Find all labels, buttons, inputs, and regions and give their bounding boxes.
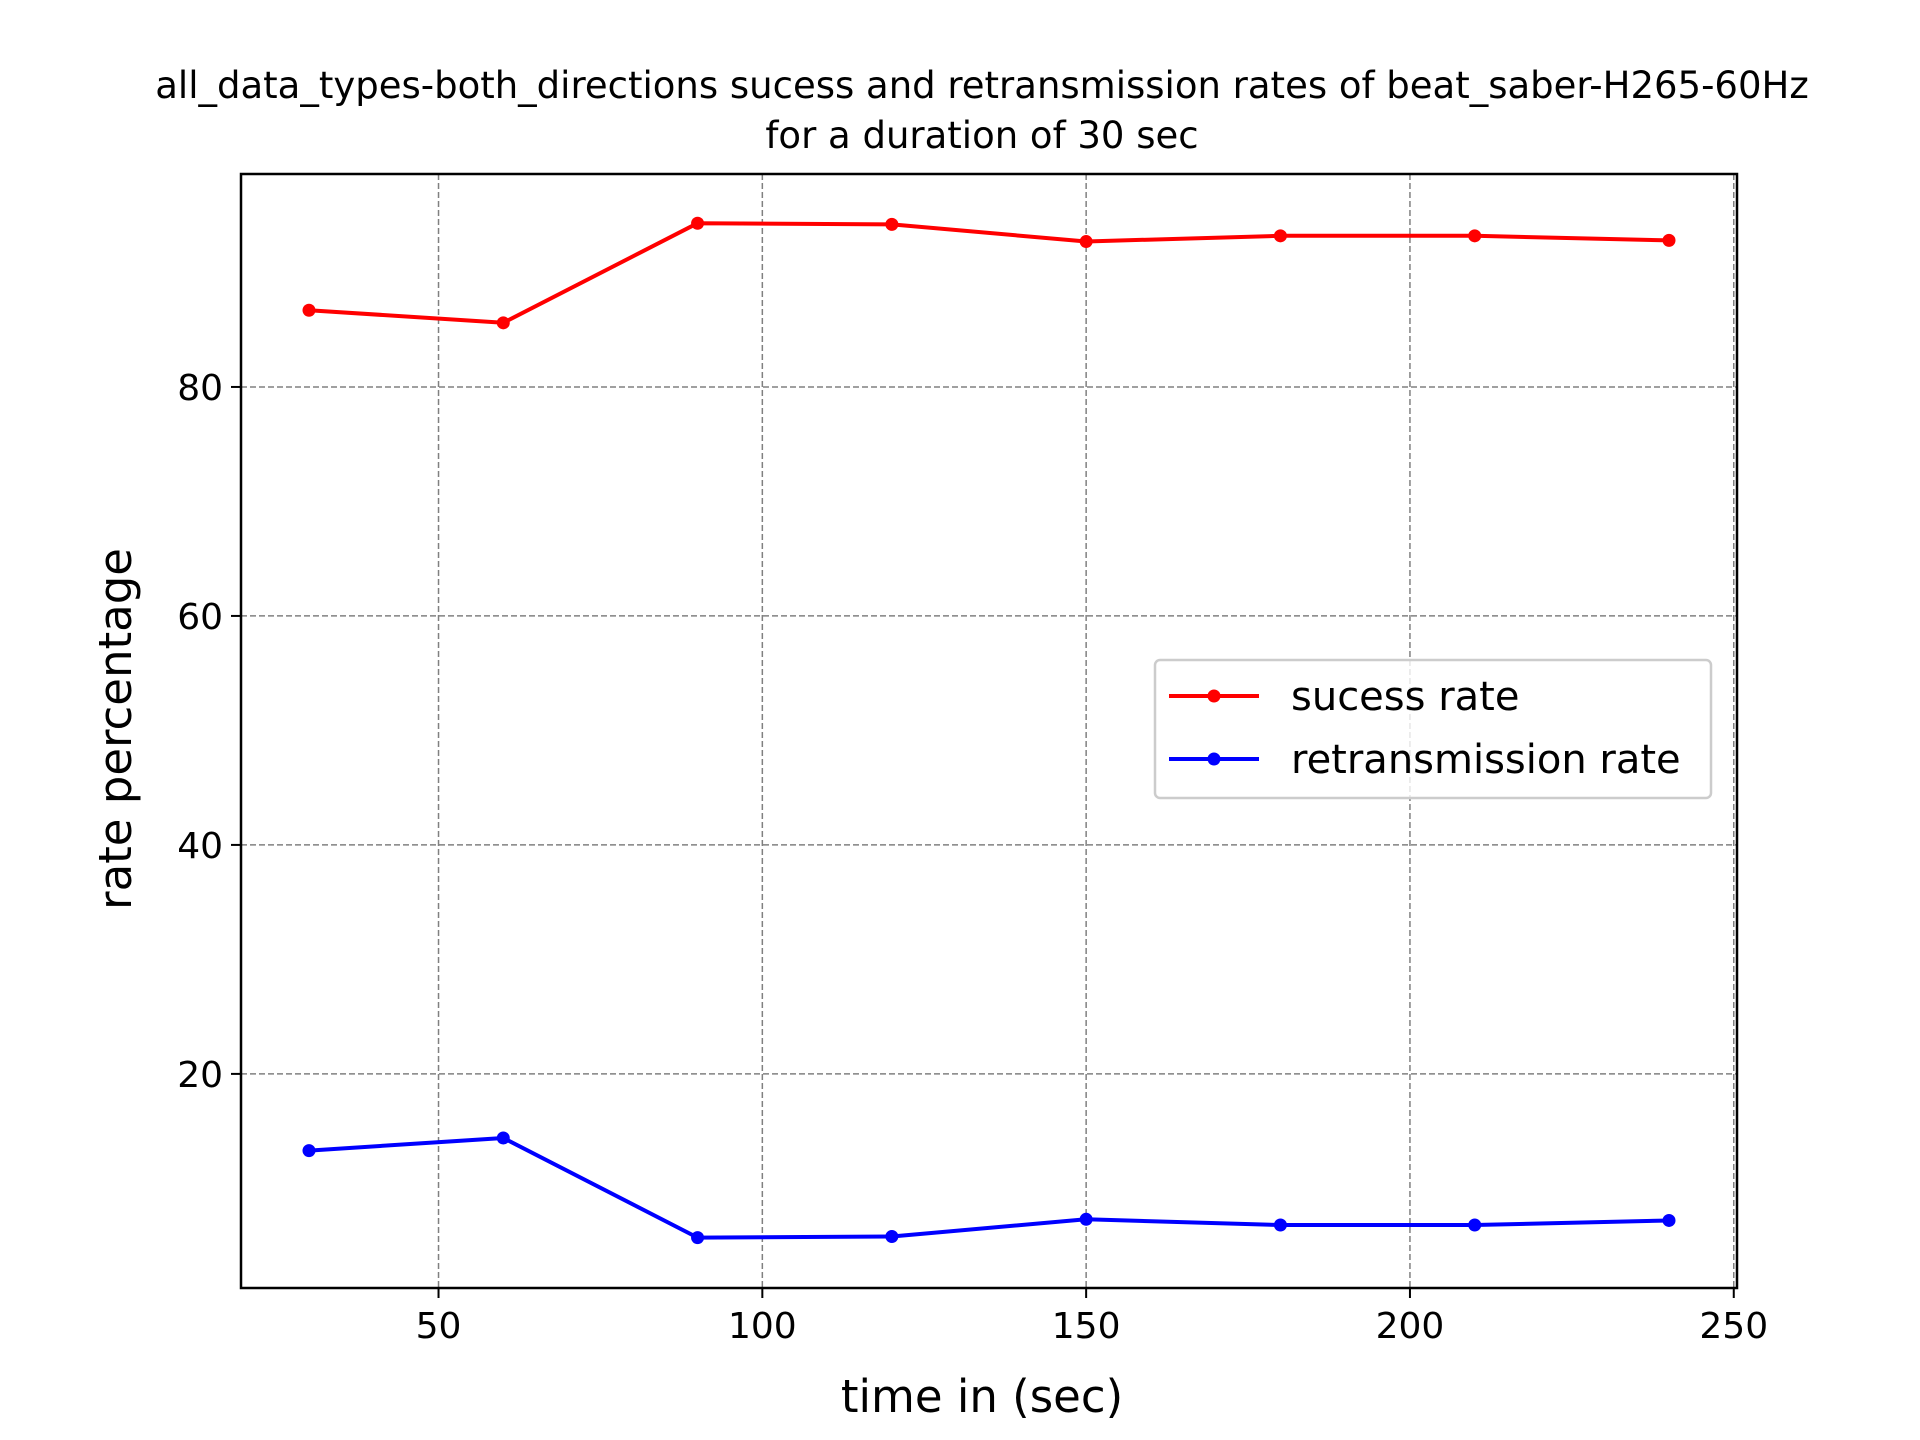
data-point-retransmission bbox=[1468, 1218, 1482, 1232]
data-point-success bbox=[1273, 229, 1287, 243]
chart-subtitle: for a duration of 30 sec bbox=[765, 114, 1198, 157]
data-point-retransmission bbox=[302, 1144, 316, 1158]
legend-label-success: sucess rate bbox=[1291, 674, 1519, 720]
axes: 50 100 150 200 250 20 40 60 80 bbox=[177, 172, 1768, 1347]
chart-title: all_data_types-both_directions sucess an… bbox=[155, 64, 1809, 107]
data-series bbox=[302, 216, 1676, 1245]
data-point-success bbox=[885, 217, 899, 231]
x-tick-label: 150 bbox=[1052, 1306, 1121, 1347]
data-point-retransmission bbox=[1662, 1213, 1676, 1227]
data-point-success bbox=[496, 316, 510, 330]
y-tick-label: 40 bbox=[177, 826, 223, 867]
y-axis-label: rate percentage bbox=[89, 548, 142, 910]
series-line-retransmission bbox=[308, 1136, 1670, 1240]
x-tick-label: 200 bbox=[1376, 1306, 1445, 1347]
data-point-retransmission bbox=[1273, 1218, 1287, 1232]
grid bbox=[241, 174, 1737, 1288]
legend-marker-retransmission bbox=[1207, 752, 1221, 766]
legend-box bbox=[1153, 658, 1713, 800]
legend-marker-success bbox=[1207, 689, 1221, 703]
plot-frame bbox=[239, 172, 1739, 1290]
data-point-success bbox=[691, 216, 705, 230]
data-point-retransmission bbox=[885, 1229, 899, 1243]
data-point-retransmission bbox=[496, 1131, 510, 1145]
data-point-success bbox=[302, 303, 316, 317]
data-point-success bbox=[1662, 233, 1676, 247]
data-point-success bbox=[1468, 229, 1482, 243]
x-tick-label: 250 bbox=[1699, 1306, 1768, 1347]
y-tick-label: 80 bbox=[177, 368, 223, 409]
x-tick-label: 50 bbox=[416, 1306, 462, 1347]
y-tick-label: 20 bbox=[177, 1055, 223, 1096]
data-point-success bbox=[1079, 235, 1093, 249]
data-point-retransmission bbox=[1079, 1212, 1093, 1226]
series-line-success bbox=[308, 221, 1670, 325]
x-tick-label: 100 bbox=[728, 1306, 797, 1347]
legend: sucess rate retransmission rate bbox=[1153, 658, 1713, 800]
legend-label-retransmission: retransmission rate bbox=[1291, 737, 1681, 783]
y-tick-label: 60 bbox=[177, 597, 223, 638]
data-point-retransmission bbox=[691, 1231, 705, 1245]
x-axis-label: time in (sec) bbox=[841, 1370, 1123, 1423]
